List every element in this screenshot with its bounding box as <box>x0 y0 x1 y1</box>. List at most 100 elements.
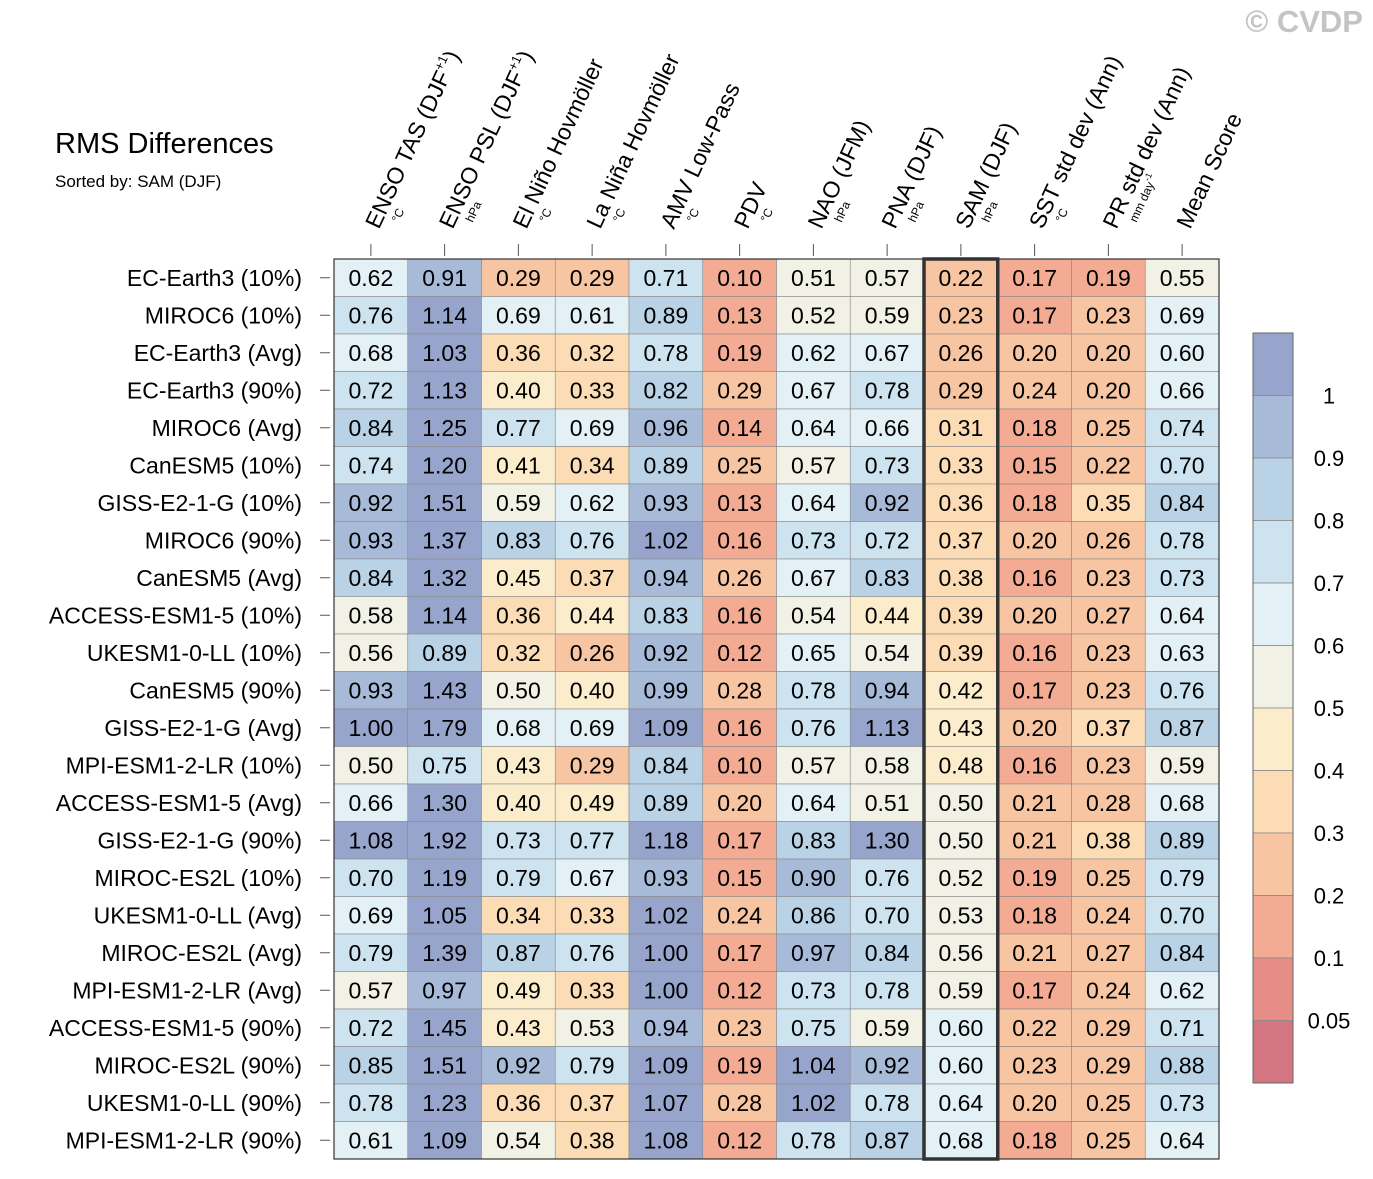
heatmap-cell <box>776 446 851 485</box>
heatmap-cell <box>702 483 777 522</box>
heatmap-cell <box>997 483 1072 522</box>
heatmap-cell <box>1071 783 1146 822</box>
heatmap-cell <box>407 783 482 822</box>
cell-value: 0.84 <box>1160 490 1205 516</box>
cell-value: 0.31 <box>938 415 983 441</box>
cell-value: 0.33 <box>570 377 615 403</box>
colorbar-bin <box>1252 395 1294 459</box>
cell-value: 0.78 <box>865 977 910 1003</box>
heatmap-cell <box>776 708 851 747</box>
cell-value: 0.25 <box>717 452 762 478</box>
cell-value: 0.18 <box>1012 1127 1057 1153</box>
cell-value: 0.26 <box>570 640 615 666</box>
cell-value: 0.70 <box>1160 902 1205 928</box>
heatmap-cell <box>407 333 482 372</box>
cell-value: 1.04 <box>791 1052 836 1078</box>
cell-value: 0.40 <box>570 677 615 703</box>
heatmap-cell <box>923 333 999 372</box>
cell-value: 0.72 <box>348 377 393 403</box>
heatmap-cell <box>481 1121 556 1160</box>
cell-value: 0.13 <box>717 490 762 516</box>
row-label: CanESM5 (10%) <box>129 452 302 478</box>
heatmap-cell <box>923 1121 999 1160</box>
cell-value: 0.29 <box>938 377 983 403</box>
heatmap-cell <box>333 746 409 785</box>
colorbar-label: 0.9 <box>1314 446 1345 471</box>
cell-value: 0.91 <box>422 265 467 291</box>
cell-value: 0.23 <box>1086 640 1131 666</box>
heatmap-cell <box>702 1008 777 1047</box>
row-label: ACCESS-ESM1-5 (Avg) <box>56 790 302 816</box>
cell-value: 1.20 <box>422 452 467 478</box>
cell-value: 0.29 <box>570 265 615 291</box>
cell-value: 0.23 <box>1086 565 1131 591</box>
cell-value: 0.23 <box>938 302 983 328</box>
cell-value: 1.09 <box>422 1127 467 1153</box>
colorbar-bin <box>1252 645 1294 709</box>
heatmap-cell <box>333 408 409 447</box>
heatmap-cell <box>702 371 777 410</box>
cell-value: 0.36 <box>496 1090 541 1116</box>
heatmap-cell <box>407 671 482 710</box>
cell-value: 0.40 <box>496 790 541 816</box>
cell-value: 0.15 <box>717 865 762 891</box>
cell-value: 0.42 <box>938 677 983 703</box>
cell-value: 0.64 <box>1160 602 1205 628</box>
column-label: PDV <box>729 178 773 232</box>
heatmap-cell <box>702 858 777 897</box>
cell-value: 0.73 <box>1160 1090 1205 1116</box>
cell-value: 0.78 <box>865 377 910 403</box>
heatmap-cell <box>776 296 851 335</box>
cell-value: 0.78 <box>348 1090 393 1116</box>
heatmap-cell <box>1071 1083 1146 1122</box>
cell-value: 0.10 <box>717 752 762 778</box>
colorbar-bin <box>1252 832 1294 896</box>
chart-title: RMS Differences <box>55 128 274 160</box>
heatmap-cell <box>702 896 777 935</box>
colorbar-label: 0.7 <box>1314 571 1345 596</box>
cell-value: 0.68 <box>496 715 541 741</box>
heatmap-cell <box>849 296 925 335</box>
row-label: ACCESS-ESM1-5 (90%) <box>49 1015 302 1041</box>
cell-value: 0.87 <box>496 940 541 966</box>
colorbar-border <box>1252 332 1294 1084</box>
heatmap-cell <box>628 783 704 822</box>
heatmap-cell <box>1144 708 1220 747</box>
cell-value: 0.19 <box>717 1052 762 1078</box>
cell-value: 0.60 <box>1160 340 1205 366</box>
heatmap-cell <box>1071 1046 1146 1085</box>
heatmap-cell <box>997 1083 1072 1122</box>
heatmap-cell <box>481 483 556 522</box>
cell-value: 0.79 <box>1160 865 1205 891</box>
heatmap-cell <box>333 671 409 710</box>
heatmap-cell <box>849 258 925 297</box>
heatmap-cell <box>1144 858 1220 897</box>
cell-value: 0.76 <box>570 527 615 553</box>
cell-value: 0.29 <box>496 265 541 291</box>
cell-value: 0.37 <box>570 1090 615 1116</box>
colorbar-label: 0.5 <box>1314 696 1345 721</box>
cell-value: 0.56 <box>348 640 393 666</box>
cell-value: 0.78 <box>791 1127 836 1153</box>
cell-value: 1.00 <box>643 940 688 966</box>
cell-value: 0.89 <box>422 640 467 666</box>
cell-value: 0.39 <box>938 602 983 628</box>
heatmap-cell <box>1071 821 1146 860</box>
heatmap-cell <box>628 708 704 747</box>
cell-value: 0.20 <box>1086 377 1131 403</box>
heatmap-cell <box>702 633 777 672</box>
colorbar-label: 0.3 <box>1314 821 1345 846</box>
heatmap-cell <box>997 858 1072 897</box>
cell-value: 0.18 <box>1012 490 1057 516</box>
cell-value: 0.68 <box>1160 790 1205 816</box>
heatmap-cell <box>554 408 630 447</box>
cell-value: 0.66 <box>348 790 393 816</box>
row-label: MPI-ESM1-2-LR (90%) <box>66 1127 302 1153</box>
cell-value: 1.25 <box>422 415 467 441</box>
heatmap-cell <box>1071 446 1146 485</box>
heatmap-cell <box>702 446 777 485</box>
cell-value: 0.76 <box>791 715 836 741</box>
cell-value: 1.00 <box>643 977 688 1003</box>
cell-value: 0.34 <box>570 452 615 478</box>
cell-value: 0.43 <box>496 752 541 778</box>
